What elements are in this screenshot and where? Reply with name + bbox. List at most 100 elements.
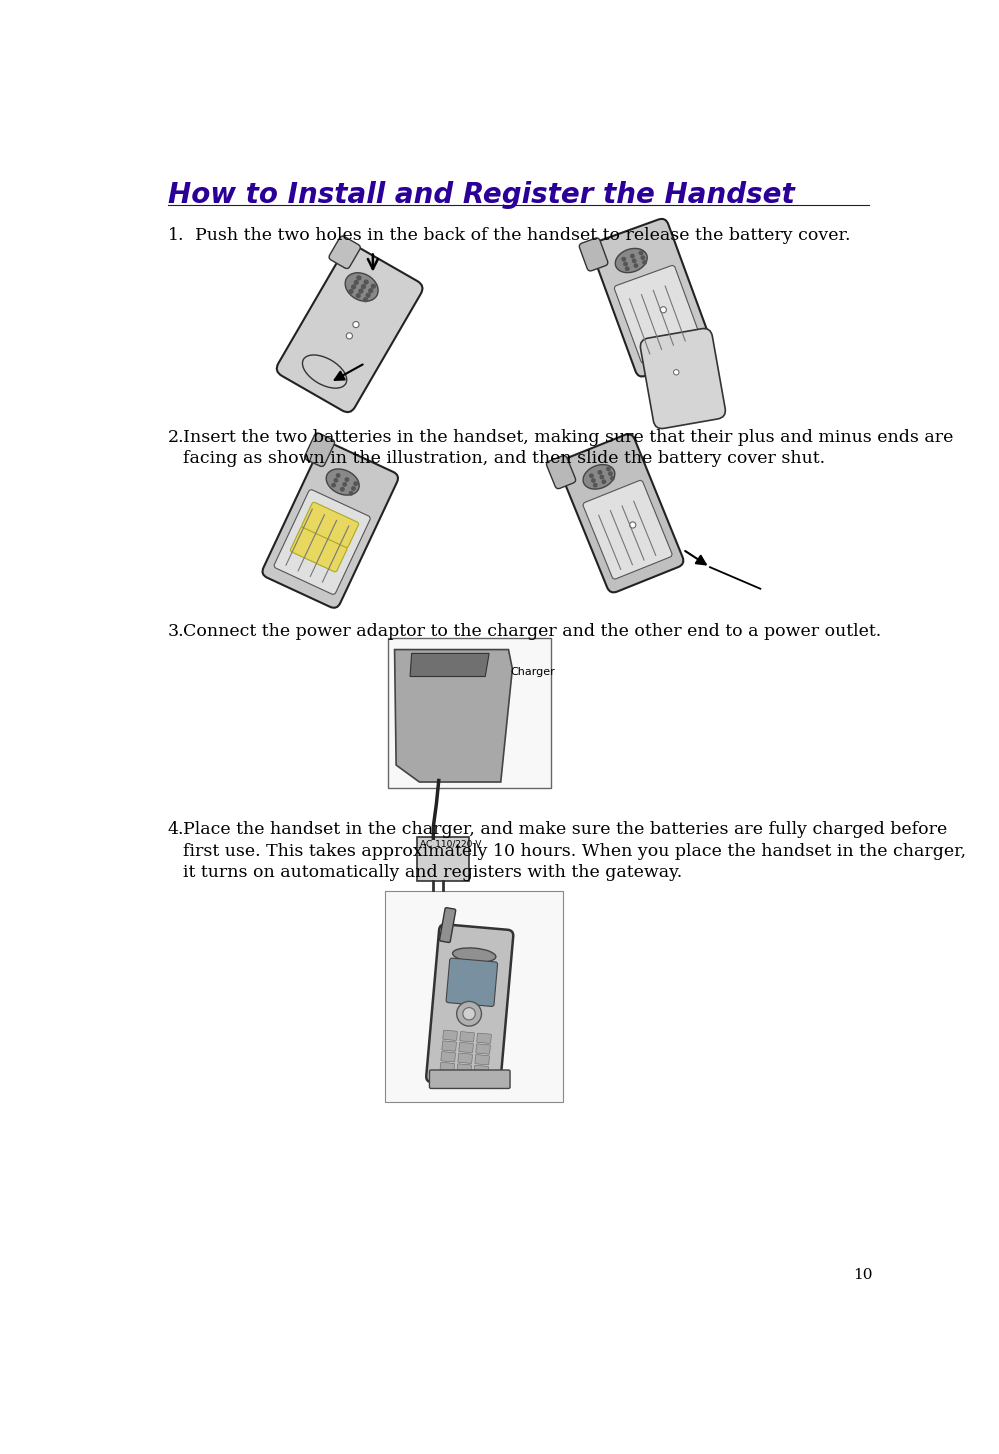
- Text: AC 110/220 V: AC 110/220 V: [421, 840, 482, 849]
- FancyBboxPatch shape: [440, 1063, 455, 1073]
- Circle shape: [600, 475, 603, 478]
- Circle shape: [332, 484, 336, 487]
- Circle shape: [367, 294, 370, 297]
- FancyBboxPatch shape: [477, 1034, 492, 1044]
- Circle shape: [589, 474, 593, 477]
- FancyBboxPatch shape: [430, 1070, 510, 1089]
- FancyBboxPatch shape: [591, 220, 712, 377]
- Circle shape: [622, 257, 625, 260]
- Circle shape: [349, 289, 353, 294]
- Circle shape: [365, 281, 368, 284]
- Circle shape: [643, 260, 646, 265]
- Circle shape: [341, 487, 344, 491]
- Circle shape: [352, 285, 356, 289]
- Circle shape: [608, 473, 612, 475]
- FancyBboxPatch shape: [459, 1043, 474, 1053]
- Ellipse shape: [303, 355, 347, 388]
- Polygon shape: [410, 653, 490, 676]
- Circle shape: [337, 474, 340, 477]
- Text: Connect the power adaptor to the charger and the other end to a power outlet.: Connect the power adaptor to the charger…: [183, 622, 881, 640]
- Circle shape: [355, 281, 359, 285]
- Circle shape: [353, 321, 359, 327]
- Circle shape: [335, 478, 338, 483]
- Circle shape: [359, 289, 363, 294]
- Circle shape: [357, 294, 361, 298]
- Circle shape: [357, 276, 361, 279]
- FancyBboxPatch shape: [475, 1054, 490, 1064]
- Text: 10: 10: [853, 1268, 873, 1282]
- FancyBboxPatch shape: [579, 238, 607, 270]
- FancyBboxPatch shape: [458, 1053, 473, 1063]
- Circle shape: [364, 298, 368, 302]
- Circle shape: [602, 480, 605, 484]
- FancyBboxPatch shape: [440, 907, 456, 942]
- Text: 3.: 3.: [168, 622, 184, 640]
- Ellipse shape: [615, 249, 647, 273]
- Text: 4.: 4.: [168, 822, 184, 839]
- Ellipse shape: [583, 465, 614, 489]
- FancyBboxPatch shape: [302, 502, 359, 548]
- Circle shape: [632, 259, 636, 263]
- FancyBboxPatch shape: [385, 891, 562, 1102]
- FancyBboxPatch shape: [460, 1032, 475, 1043]
- Circle shape: [673, 369, 679, 375]
- Text: first use. This takes approximately 10 hours. When you place the handset in the : first use. This takes approximately 10 h…: [183, 843, 966, 859]
- Circle shape: [346, 478, 349, 481]
- Circle shape: [598, 471, 601, 474]
- Circle shape: [593, 484, 597, 487]
- Circle shape: [354, 481, 358, 486]
- Ellipse shape: [346, 273, 378, 301]
- FancyBboxPatch shape: [443, 1029, 458, 1041]
- FancyBboxPatch shape: [277, 244, 423, 411]
- FancyBboxPatch shape: [640, 329, 725, 429]
- FancyBboxPatch shape: [457, 1064, 472, 1075]
- Circle shape: [641, 256, 644, 259]
- Circle shape: [629, 522, 635, 528]
- Circle shape: [625, 268, 629, 270]
- Circle shape: [610, 477, 614, 480]
- Circle shape: [623, 262, 627, 266]
- FancyBboxPatch shape: [474, 1066, 489, 1076]
- FancyBboxPatch shape: [614, 266, 701, 364]
- Circle shape: [463, 1008, 476, 1019]
- FancyBboxPatch shape: [291, 526, 348, 571]
- Circle shape: [457, 1002, 482, 1027]
- Text: facing as shown in the illustration, and then slide the battery cover shut.: facing as shown in the illustration, and…: [183, 451, 825, 467]
- FancyBboxPatch shape: [389, 638, 551, 788]
- Text: Charger: Charger: [510, 667, 555, 678]
- FancyBboxPatch shape: [417, 838, 469, 881]
- Circle shape: [630, 254, 634, 257]
- Polygon shape: [395, 650, 512, 782]
- Text: Insert the two batteries in the handset, making sure that their plus and minus e: Insert the two batteries in the handset,…: [183, 429, 953, 445]
- Ellipse shape: [327, 470, 360, 496]
- Text: Place the handset in the charger, and make sure the batteries are fully charged : Place the handset in the charger, and ma…: [183, 822, 947, 839]
- FancyBboxPatch shape: [263, 442, 398, 608]
- Text: 1.: 1.: [168, 227, 184, 244]
- FancyBboxPatch shape: [583, 480, 672, 579]
- FancyBboxPatch shape: [447, 958, 498, 1006]
- Circle shape: [352, 487, 355, 490]
- Circle shape: [606, 467, 610, 471]
- FancyBboxPatch shape: [274, 490, 371, 595]
- FancyBboxPatch shape: [427, 925, 513, 1088]
- Text: 2.: 2.: [168, 429, 184, 445]
- Circle shape: [591, 478, 595, 483]
- FancyBboxPatch shape: [329, 236, 361, 269]
- Text: it turns on automatically and registers with the gateway.: it turns on automatically and registers …: [183, 864, 682, 881]
- Circle shape: [327, 539, 333, 545]
- FancyBboxPatch shape: [305, 433, 335, 467]
- Ellipse shape: [453, 948, 496, 963]
- Text: Push the two holes in the back of the handset to release the battery cover.: Push the two holes in the back of the ha…: [195, 227, 850, 244]
- Circle shape: [350, 491, 353, 494]
- FancyBboxPatch shape: [558, 435, 683, 592]
- Circle shape: [347, 333, 353, 339]
- FancyBboxPatch shape: [476, 1044, 491, 1054]
- Circle shape: [343, 483, 347, 486]
- Circle shape: [660, 307, 666, 313]
- FancyBboxPatch shape: [546, 455, 575, 489]
- Circle shape: [372, 285, 376, 288]
- Circle shape: [639, 252, 642, 254]
- FancyBboxPatch shape: [442, 1041, 457, 1051]
- Circle shape: [634, 263, 637, 268]
- FancyBboxPatch shape: [441, 1051, 456, 1061]
